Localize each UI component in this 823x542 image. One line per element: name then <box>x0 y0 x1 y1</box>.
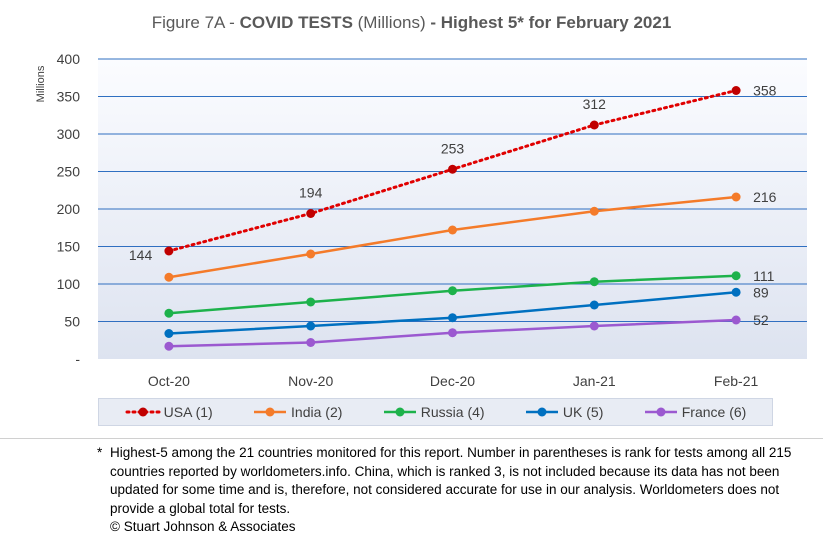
data-label: 194 <box>299 185 323 201</box>
x-tick-label: Jan-21 <box>573 373 616 389</box>
data-point <box>448 164 457 174</box>
x-tick-label: Dec-20 <box>430 373 475 389</box>
legend-swatch <box>525 407 558 417</box>
legend-swatch <box>644 407 677 417</box>
data-point <box>306 297 316 307</box>
data-point <box>448 286 457 296</box>
legend-label: India (2) <box>291 404 343 420</box>
legend-item: USA (1) <box>125 404 213 420</box>
data-point <box>589 120 599 130</box>
title-prefix: Figure 7A - <box>151 13 240 32</box>
y-tick-label: 400 <box>57 51 81 67</box>
title-bold-suffix: - Highest 5* for February 2021 <box>430 13 672 32</box>
data-label: 111 <box>753 268 774 284</box>
data-point <box>448 313 457 323</box>
data-point <box>589 300 599 310</box>
legend-swatch <box>254 407 287 417</box>
data-point <box>589 206 599 216</box>
y-tick-label: - <box>75 351 80 367</box>
footnote: * Highest-5 among the 21 countries monit… <box>97 444 807 537</box>
y-tick-label: 150 <box>57 239 81 255</box>
data-point <box>306 321 316 331</box>
data-point <box>306 338 316 347</box>
legend-item: UK (5) <box>524 404 603 420</box>
y-tick-label: 250 <box>57 164 81 180</box>
data-point <box>731 315 741 325</box>
x-tick-label: Feb-21 <box>714 373 759 389</box>
data-point <box>448 328 457 338</box>
data-point <box>164 341 174 351</box>
y-tick-label: 50 <box>64 314 80 330</box>
data-point <box>731 192 741 202</box>
data-point <box>164 308 174 318</box>
x-tick-label: Nov-20 <box>288 373 333 389</box>
data-point <box>448 225 457 235</box>
copyright: © Stuart Johnson & Associates <box>110 519 296 534</box>
data-point <box>164 246 174 256</box>
y-axis-label: Millions <box>35 65 47 102</box>
title-bold-main: COVID TESTS <box>239 13 353 32</box>
line-chart: - 50 100 150 200 250 300 350 400 Millions Oct-20 No… <box>35 51 807 389</box>
data-point <box>731 86 741 95</box>
title-units: (Millions) <box>352 13 431 32</box>
chart-legend: USA (1) India (2) Russia (4) UK (5) France (… <box>98 398 773 426</box>
data-point <box>164 272 174 282</box>
data-point <box>589 277 599 287</box>
legend-item: India (2) <box>252 404 342 420</box>
data-label: 358 <box>753 83 777 99</box>
footnote-star: * <box>97 445 103 460</box>
data-label: 89 <box>753 284 769 300</box>
legend-label: France (6) <box>681 404 747 420</box>
y-tick-label: 100 <box>57 276 81 292</box>
data-point <box>306 249 316 259</box>
data-point <box>731 287 741 297</box>
data-label: 312 <box>583 96 607 112</box>
x-tick-label: Oct-20 <box>148 373 190 389</box>
data-label: 216 <box>753 189 777 205</box>
y-tick-label: 350 <box>57 89 81 105</box>
legend-item: France (6) <box>643 404 747 420</box>
chart-title: Figure 7A - COVID TESTS (Millions) - Hig… <box>0 13 823 33</box>
legend-label: Russia (4) <box>420 404 485 420</box>
chart-figure: Figure 7A - COVID TESTS (Millions) - Hig… <box>0 13 823 439</box>
data-point <box>164 329 174 338</box>
legend-swatch <box>383 407 416 417</box>
data-label: 253 <box>441 140 465 156</box>
data-point <box>589 321 599 331</box>
data-point <box>306 209 316 218</box>
data-label: 52 <box>753 312 769 328</box>
y-tick-label: 300 <box>57 126 81 142</box>
legend-label: UK (5) <box>562 404 604 420</box>
data-label: 144 <box>129 247 153 263</box>
legend-swatch <box>125 407 161 417</box>
legend-item: Russia (4) <box>382 404 485 420</box>
legend-label: USA (1) <box>163 404 213 420</box>
y-tick-label: 200 <box>57 201 81 217</box>
data-point <box>731 271 741 281</box>
footnote-text: Highest-5 among the 21 countries monitor… <box>110 445 792 516</box>
